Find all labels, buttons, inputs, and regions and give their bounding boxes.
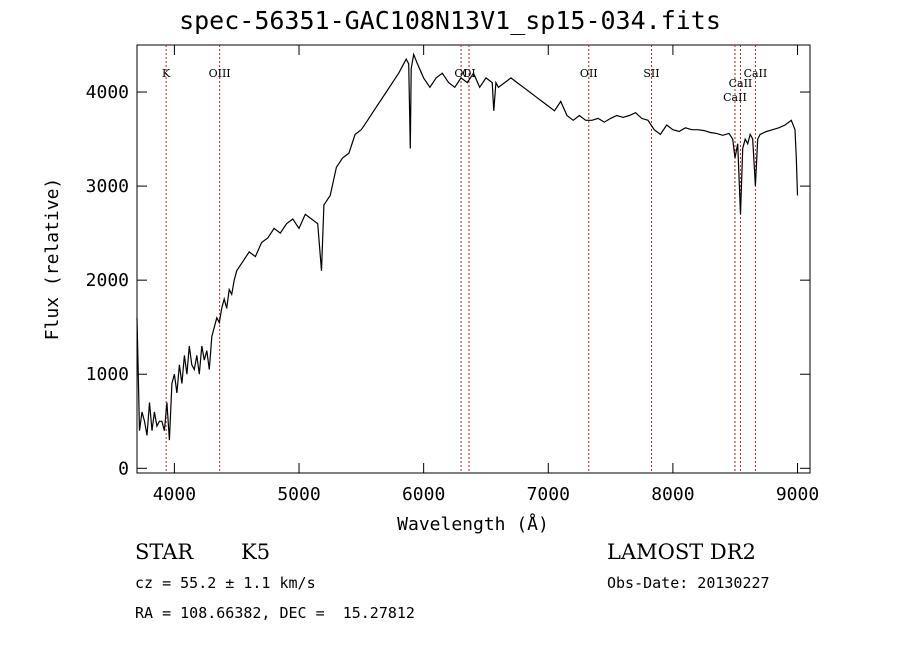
marker-label-sii: SII — [643, 67, 659, 80]
plot-frame — [136, 44, 811, 474]
x-tick-label: 4000 — [153, 484, 196, 505]
title: spec-56351-GAC108N13V1_sp15-034.fits — [179, 6, 721, 35]
star-class: STAR — [135, 540, 194, 564]
axis-ticks: 4000 5000 6000 7000 8000 9000 0 1000 2000 3000 400… — [86, 45, 819, 505]
coordinates: RA = 108.66382, DEC = 15.27812 — [135, 604, 415, 622]
marker-label-caii: CaII — [723, 91, 747, 104]
x-tick-label: 6000 — [402, 484, 445, 505]
x-tick-label: 5000 — [277, 484, 320, 505]
y-tick-label: 3000 — [86, 176, 129, 197]
y-tick-label: 4000 — [86, 82, 129, 103]
cz-value: cz = 55.2 ± 1.1 km/s — [135, 574, 316, 592]
marker-label-oi: OI — [454, 67, 467, 80]
x-tick-label: 9000 — [776, 484, 819, 505]
spectrum-series-line — [136, 52, 799, 441]
marker-lines — [165, 45, 756, 473]
marker-label-k: K — [162, 67, 171, 80]
y-tick-label: 1000 — [86, 364, 129, 385]
obs-date: Obs-Date: 20130227 — [607, 574, 770, 592]
marker-label-oiii: OIII — [209, 67, 231, 80]
marker-label-oi: OI — [462, 67, 475, 80]
y-tick-label: 2000 — [86, 270, 129, 291]
marker-label-caii: CaII — [744, 67, 768, 80]
star-subclass: K5 — [241, 540, 271, 564]
marker-label-oii: OII — [580, 67, 598, 80]
y-axis-label: Flux (relative) — [42, 178, 63, 341]
y-tick-label: 0 — [118, 458, 129, 479]
survey-name: LAMOST DR2 — [607, 540, 756, 564]
x-tick-label: 7000 — [527, 484, 570, 505]
spectrum-line — [136, 52, 799, 441]
x-axis-label: Wavelength (Å) — [397, 513, 549, 535]
x-tick-label: 8000 — [651, 484, 694, 505]
marker-label-caii: CaII — [729, 77, 753, 90]
